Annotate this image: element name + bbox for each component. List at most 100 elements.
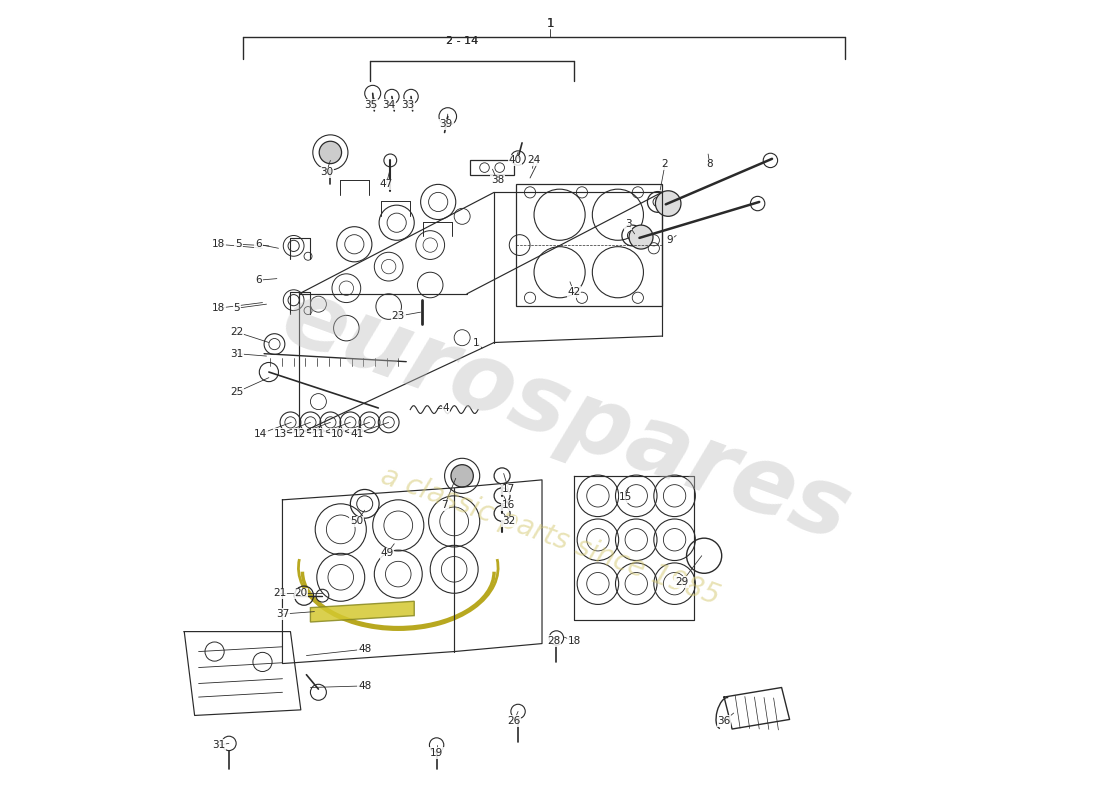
Text: 25: 25	[230, 387, 243, 397]
Text: 47: 47	[379, 179, 393, 190]
Text: 25: 25	[230, 387, 243, 397]
Circle shape	[319, 142, 342, 164]
Text: 4: 4	[443, 403, 450, 413]
Text: 15: 15	[619, 493, 632, 502]
Text: eurospares: eurospares	[270, 270, 862, 562]
Text: 16: 16	[502, 501, 515, 510]
Text: 22: 22	[230, 327, 243, 337]
Text: 5: 5	[235, 239, 242, 250]
Text: 12: 12	[293, 429, 306, 438]
Text: 48: 48	[359, 644, 372, 654]
Circle shape	[629, 225, 653, 249]
Text: 6: 6	[255, 239, 262, 250]
Text: 23: 23	[392, 311, 405, 321]
Text: 10: 10	[331, 429, 344, 438]
Text: 50: 50	[350, 516, 363, 526]
Text: 28: 28	[548, 636, 561, 646]
Text: 48: 48	[359, 681, 372, 691]
Text: 7: 7	[441, 501, 448, 510]
Text: 3: 3	[625, 219, 631, 230]
Text: 31: 31	[212, 740, 226, 750]
Text: 3: 3	[625, 219, 631, 230]
Text: 26: 26	[507, 716, 520, 726]
Text: 41: 41	[350, 429, 363, 438]
Text: 35: 35	[364, 99, 377, 110]
Text: 29: 29	[675, 577, 689, 587]
Text: 40: 40	[508, 155, 521, 166]
Text: 5: 5	[235, 239, 242, 250]
Text: 2 - 14: 2 - 14	[446, 36, 478, 46]
Text: 4: 4	[443, 403, 450, 413]
Text: 18: 18	[568, 636, 581, 646]
Text: 1: 1	[473, 338, 480, 347]
Text: 37: 37	[276, 609, 289, 619]
Text: 47: 47	[379, 179, 393, 190]
Text: 18: 18	[212, 303, 226, 313]
Text: 41: 41	[350, 429, 363, 438]
Text: 30: 30	[320, 167, 333, 178]
Text: 31: 31	[212, 740, 226, 750]
Text: 19: 19	[430, 748, 443, 758]
Text: 32: 32	[502, 516, 515, 526]
Text: 6: 6	[255, 275, 262, 286]
Text: 6: 6	[255, 275, 262, 286]
Text: 22: 22	[230, 327, 243, 337]
Text: 48: 48	[359, 681, 372, 691]
Text: 1: 1	[473, 338, 480, 347]
Polygon shape	[310, 602, 415, 622]
Text: 8: 8	[706, 159, 713, 170]
Text: 5: 5	[233, 303, 240, 313]
Text: 31: 31	[230, 349, 243, 358]
Text: 28: 28	[548, 636, 561, 646]
Text: 34: 34	[382, 99, 395, 110]
Text: 48: 48	[359, 644, 372, 654]
Text: 26: 26	[507, 716, 520, 726]
Text: 34: 34	[382, 99, 395, 110]
Text: 36: 36	[717, 716, 730, 726]
Text: 49: 49	[381, 548, 394, 558]
Text: 14: 14	[254, 429, 267, 438]
Circle shape	[656, 190, 681, 216]
Text: 42: 42	[568, 287, 581, 297]
Text: 9: 9	[667, 235, 673, 246]
Text: 49: 49	[381, 548, 394, 558]
Text: 20: 20	[295, 588, 307, 598]
Text: 23: 23	[392, 311, 405, 321]
Text: 24: 24	[527, 155, 541, 166]
Text: 40: 40	[508, 155, 521, 166]
Text: 24: 24	[527, 155, 541, 166]
Text: 18: 18	[568, 636, 581, 646]
Text: 8: 8	[706, 159, 713, 170]
Text: 17: 17	[502, 485, 515, 494]
Text: 21: 21	[274, 588, 287, 598]
Text: 10: 10	[331, 429, 344, 438]
Text: 13: 13	[274, 429, 287, 438]
Text: 1: 1	[547, 17, 553, 30]
Text: a classic parts since 1985: a classic parts since 1985	[376, 462, 724, 610]
Text: 32: 32	[502, 516, 515, 526]
Text: 30: 30	[320, 167, 333, 178]
Text: 14: 14	[254, 429, 267, 438]
Text: 33: 33	[402, 99, 415, 110]
Text: 42: 42	[568, 287, 581, 297]
Text: 9: 9	[667, 235, 673, 246]
Text: 2 - 14: 2 - 14	[446, 36, 478, 46]
Text: 17: 17	[502, 485, 515, 494]
Text: 21: 21	[274, 588, 287, 598]
Text: 2: 2	[662, 159, 669, 170]
Text: 20: 20	[295, 588, 307, 598]
Text: 35: 35	[364, 99, 377, 110]
Text: 2: 2	[662, 159, 669, 170]
Text: 15: 15	[619, 493, 632, 502]
Text: 6: 6	[255, 239, 262, 250]
Text: 50: 50	[350, 516, 363, 526]
Text: 19: 19	[430, 748, 443, 758]
Text: 18: 18	[212, 303, 226, 313]
Circle shape	[451, 465, 473, 487]
Text: 39: 39	[440, 119, 453, 130]
Text: 37: 37	[276, 609, 289, 619]
Text: 38: 38	[491, 175, 504, 186]
Text: 12: 12	[293, 429, 306, 438]
Text: 31: 31	[230, 349, 243, 358]
Text: 1: 1	[547, 17, 553, 30]
